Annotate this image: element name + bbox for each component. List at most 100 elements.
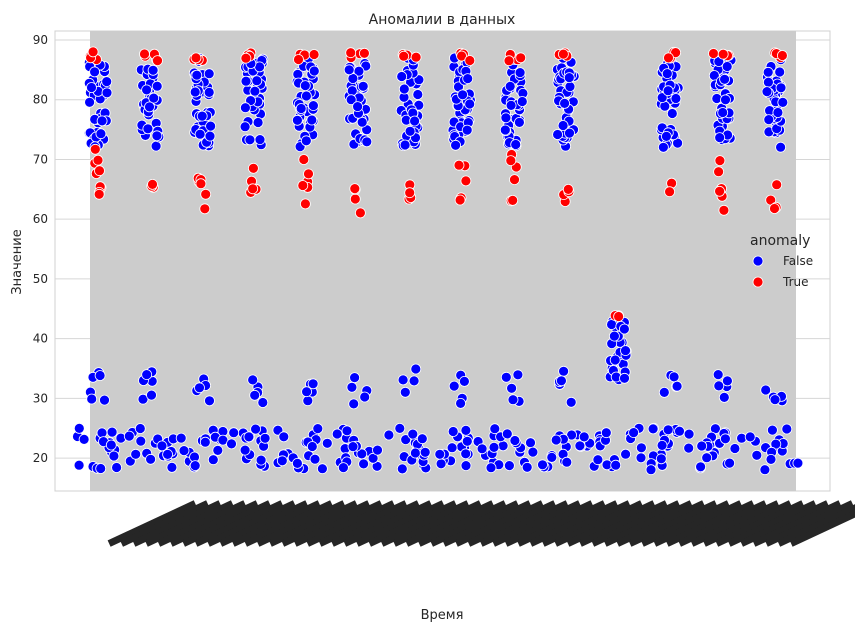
data-point-false: [78, 433, 90, 445]
data-point-false: [347, 441, 359, 453]
data-point-false: [359, 391, 371, 403]
data-point-false: [321, 437, 333, 449]
data-point-true: [515, 52, 527, 64]
data-point-false: [763, 76, 774, 88]
x-tick-label: [640, 500, 730, 547]
x-tick-label: [715, 500, 805, 547]
data-point-false: [244, 134, 256, 146]
data-point-false: [145, 453, 157, 465]
data-point-false: [191, 69, 203, 81]
x-tick-label: [120, 500, 210, 547]
x-tick-label: [132, 500, 222, 547]
data-point-true: [358, 47, 370, 59]
data-point-false: [204, 395, 215, 407]
data-point-false: [99, 394, 110, 406]
x-tick-label: [107, 500, 197, 547]
data-point-false: [510, 139, 522, 150]
data-point-false: [488, 441, 500, 453]
data-point-false: [299, 80, 311, 91]
data-point-false: [514, 117, 525, 128]
data-point-false: [141, 84, 153, 96]
data-point-false: [561, 456, 573, 468]
data-point-true: [298, 154, 310, 165]
data-point-false: [194, 128, 206, 140]
data-point-false: [656, 439, 668, 451]
x-tick-label: [430, 500, 520, 547]
data-point-false: [239, 444, 251, 456]
data-point-false: [712, 369, 724, 381]
data-point-false: [666, 108, 678, 119]
data-point-false: [501, 428, 513, 440]
x-tick-label: [690, 500, 780, 547]
data-point-false: [720, 94, 731, 106]
x-tick-label: [392, 500, 482, 547]
data-point-false: [239, 102, 251, 114]
data-point-false: [556, 375, 567, 387]
data-point-false: [592, 454, 604, 466]
data-point-true: [299, 198, 311, 210]
data-point-false: [259, 432, 271, 444]
x-tick-label: [665, 500, 755, 547]
data-point-false: [578, 431, 590, 443]
data-point-false: [435, 458, 447, 470]
x-tick-label: [653, 500, 743, 547]
data-point-false: [714, 132, 726, 144]
x-tick-label: [330, 500, 420, 547]
data-point-false: [212, 444, 224, 456]
y-tick-labels: 20 30 40 50 60 70 80 90: [33, 33, 48, 465]
x-tick-label: [442, 500, 532, 547]
data-point-false: [514, 67, 526, 78]
data-point-false: [73, 422, 85, 434]
data-point-false: [89, 66, 100, 78]
data-point-false: [765, 453, 777, 465]
data-point-false: [720, 433, 731, 445]
data-point-false: [147, 64, 159, 76]
data-point-true: [505, 155, 517, 167]
data-point-false: [94, 370, 106, 381]
data-point-false: [243, 431, 255, 443]
y-tick-label: 60: [33, 212, 48, 226]
data-point-false: [150, 140, 162, 152]
x-tick-label: [157, 500, 247, 547]
data-point-false: [307, 378, 319, 390]
x-tick-label: [355, 500, 445, 547]
y-tick-label: 70: [33, 152, 48, 166]
data-point-false: [95, 128, 107, 140]
data-point-false: [291, 114, 303, 126]
data-point-false: [506, 382, 518, 394]
data-point-false: [189, 460, 201, 472]
data-point-false: [713, 380, 725, 392]
data-point-false: [383, 429, 395, 441]
data-point-true: [247, 162, 259, 174]
data-point-false: [307, 100, 319, 111]
x-tick-label: [343, 500, 433, 547]
data-point-false: [775, 141, 786, 153]
x-tick-label: [281, 500, 371, 547]
x-tick-label: [727, 500, 817, 547]
x-tick-label: [566, 500, 656, 547]
data-point-false: [295, 103, 307, 114]
data-point-false: [306, 441, 318, 452]
data-point-false: [356, 116, 368, 128]
data-point-false: [356, 448, 368, 460]
data-point-false: [108, 450, 120, 462]
data-point-false: [610, 459, 622, 471]
data-point-false: [416, 433, 428, 445]
data-point-false: [204, 130, 216, 142]
x-tick-label: [206, 500, 296, 547]
x-tick-label: [194, 500, 284, 547]
data-point-true: [454, 194, 466, 206]
data-point-false: [636, 442, 647, 454]
data-point-true: [410, 51, 422, 63]
data-point-false: [226, 438, 237, 450]
data-point-false: [574, 440, 586, 452]
data-point-false: [156, 440, 168, 452]
data-point-true: [240, 52, 252, 64]
data-point-false: [408, 375, 420, 387]
data-point-true: [87, 46, 99, 58]
data-point-false: [620, 448, 631, 460]
data-point-true: [663, 52, 674, 64]
x-tick-label: [182, 500, 272, 547]
data-point-false: [228, 427, 240, 439]
data-point-false: [162, 448, 174, 460]
